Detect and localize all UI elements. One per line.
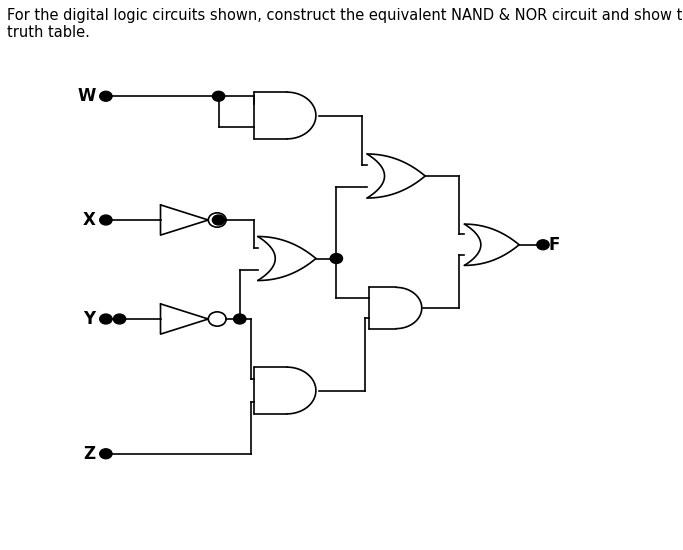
Circle shape <box>234 314 246 324</box>
Circle shape <box>100 449 112 459</box>
Text: For the digital logic circuits shown, construct the equivalent NAND & NOR circui: For the digital logic circuits shown, co… <box>7 8 683 23</box>
Text: truth table.: truth table. <box>7 25 89 40</box>
Circle shape <box>100 314 112 324</box>
Text: X: X <box>83 211 96 229</box>
Circle shape <box>537 240 549 250</box>
Circle shape <box>113 314 126 324</box>
Circle shape <box>212 91 225 101</box>
Circle shape <box>212 215 225 225</box>
Circle shape <box>100 91 112 101</box>
Circle shape <box>100 215 112 225</box>
Circle shape <box>331 254 342 263</box>
Text: F: F <box>548 236 560 254</box>
Text: Y: Y <box>83 310 96 328</box>
Text: W: W <box>77 87 96 105</box>
Text: Z: Z <box>83 445 96 463</box>
